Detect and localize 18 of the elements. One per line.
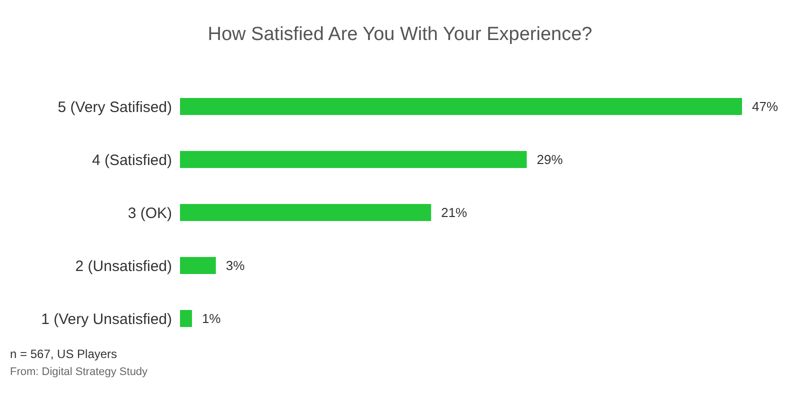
bar <box>180 98 742 115</box>
text: n = 567, US Players <box>10 346 118 363</box>
y-tick-label: 2 (Unsatisfied) <box>75 258 172 275</box>
y-tick-label: 4 (Satisfied) <box>92 152 172 169</box>
y-tick-label: 3 (OK) <box>128 204 172 222</box>
chart-title: How Satisfied Are You With Your Experience? <box>206 24 594 46</box>
data-label: 29% <box>536 152 564 168</box>
bar <box>180 151 527 168</box>
text: From: Digital Strategy Study <box>10 365 148 380</box>
data-label: 3% <box>226 258 246 274</box>
y-tick-label: 5 (Very Satifised) <box>58 98 172 116</box>
data-label: 1% <box>202 311 222 326</box>
bar <box>180 204 432 221</box>
data-label: 21% <box>441 205 468 220</box>
bar <box>180 310 192 327</box>
bar <box>180 257 216 274</box>
y-tick-label: 1 (Very Unsatisfied) <box>41 310 172 328</box>
data-label: 47% <box>752 99 778 114</box>
